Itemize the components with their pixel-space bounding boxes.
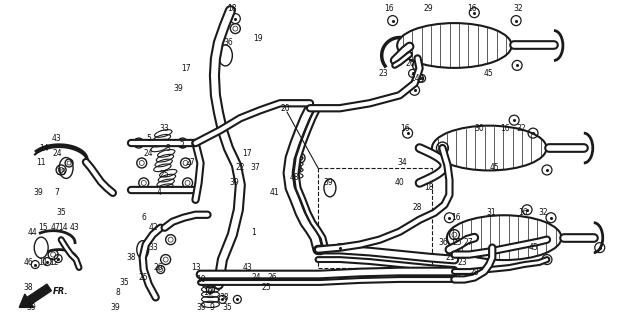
Text: 38: 38: [220, 293, 229, 302]
Text: 26: 26: [154, 263, 164, 272]
Text: 17: 17: [181, 64, 191, 73]
Text: 15: 15: [38, 223, 48, 232]
Text: 38: 38: [56, 168, 66, 178]
Text: 37: 37: [250, 164, 260, 172]
Text: 5: 5: [147, 133, 151, 143]
Text: 24: 24: [52, 148, 62, 157]
Text: 24: 24: [252, 273, 261, 282]
Text: 25: 25: [452, 238, 462, 247]
Text: 16: 16: [384, 4, 394, 13]
Text: 39: 39: [230, 179, 239, 188]
Text: 8: 8: [116, 288, 120, 297]
Text: 39: 39: [323, 179, 333, 188]
Text: 2: 2: [179, 140, 184, 149]
Text: 35: 35: [223, 303, 232, 312]
Text: 16: 16: [400, 124, 409, 132]
Text: 26: 26: [406, 59, 415, 68]
Text: 43: 43: [51, 133, 61, 143]
Text: 17: 17: [243, 148, 252, 157]
Text: 45: 45: [528, 243, 538, 252]
Text: 16: 16: [518, 208, 528, 217]
Text: 39: 39: [197, 303, 206, 312]
Text: 44: 44: [27, 228, 37, 237]
Text: 9: 9: [209, 303, 214, 312]
Text: 31: 31: [486, 208, 496, 217]
Text: 39: 39: [174, 84, 184, 93]
Text: 45: 45: [489, 164, 499, 172]
Text: 28: 28: [413, 203, 422, 212]
Text: 32: 32: [538, 208, 548, 217]
Text: 10: 10: [197, 275, 206, 284]
Text: 21: 21: [446, 253, 455, 262]
Text: 4: 4: [156, 188, 161, 197]
Bar: [318, 168, 433, 268]
Text: 3: 3: [165, 144, 170, 153]
Text: 22: 22: [236, 164, 245, 172]
Text: 11: 11: [38, 258, 48, 267]
Text: 25: 25: [139, 273, 148, 282]
Text: 18: 18: [228, 4, 237, 13]
Text: 48: 48: [289, 173, 299, 182]
Text: 45: 45: [483, 69, 493, 78]
Text: 16: 16: [452, 213, 461, 222]
Text: 14: 14: [58, 223, 68, 232]
Text: 7: 7: [55, 188, 60, 197]
Text: 23: 23: [457, 258, 467, 267]
Text: 47: 47: [50, 223, 60, 232]
Text: 28: 28: [470, 268, 479, 277]
Text: 41: 41: [269, 188, 279, 197]
Text: 35: 35: [119, 278, 129, 287]
Text: 32: 32: [516, 124, 526, 132]
Text: 24: 24: [144, 148, 153, 157]
Text: 16: 16: [467, 4, 477, 13]
Text: 6: 6: [142, 213, 146, 222]
Text: 33: 33: [149, 243, 159, 252]
Text: 25: 25: [160, 171, 169, 180]
Text: 38: 38: [23, 283, 33, 292]
Text: 43: 43: [242, 263, 252, 272]
Text: 19: 19: [253, 34, 263, 43]
Text: 12: 12: [50, 258, 59, 267]
Text: 39: 39: [33, 188, 43, 197]
Text: 18: 18: [424, 183, 433, 192]
Text: 11: 11: [36, 158, 46, 167]
Text: 32: 32: [513, 4, 523, 13]
Text: 36: 36: [223, 38, 233, 47]
Text: 1: 1: [251, 228, 255, 237]
Text: 24: 24: [411, 74, 420, 83]
Text: 39: 39: [110, 303, 120, 312]
Text: 46: 46: [23, 258, 33, 267]
Text: 27: 27: [464, 238, 473, 247]
Text: 14: 14: [40, 144, 49, 153]
Text: 16: 16: [500, 124, 510, 132]
Text: 20: 20: [281, 104, 290, 113]
Text: 10: 10: [204, 288, 213, 297]
Text: 42: 42: [149, 223, 159, 232]
Text: 26: 26: [267, 273, 277, 282]
Text: 23: 23: [379, 69, 389, 78]
Text: 35: 35: [56, 208, 66, 217]
Text: 25: 25: [262, 283, 271, 292]
Text: 36: 36: [438, 238, 448, 247]
Text: 33: 33: [160, 124, 170, 132]
Text: 27: 27: [186, 158, 196, 167]
Text: 29: 29: [424, 4, 433, 13]
Text: 39: 39: [26, 303, 36, 312]
FancyArrow shape: [19, 284, 52, 307]
Text: 34: 34: [398, 158, 408, 167]
Text: 40: 40: [395, 179, 404, 188]
Text: 13: 13: [191, 263, 200, 272]
Text: 30: 30: [474, 124, 484, 132]
Text: 38: 38: [126, 253, 136, 262]
Text: FR.: FR.: [53, 287, 69, 296]
Text: 43: 43: [69, 223, 79, 232]
